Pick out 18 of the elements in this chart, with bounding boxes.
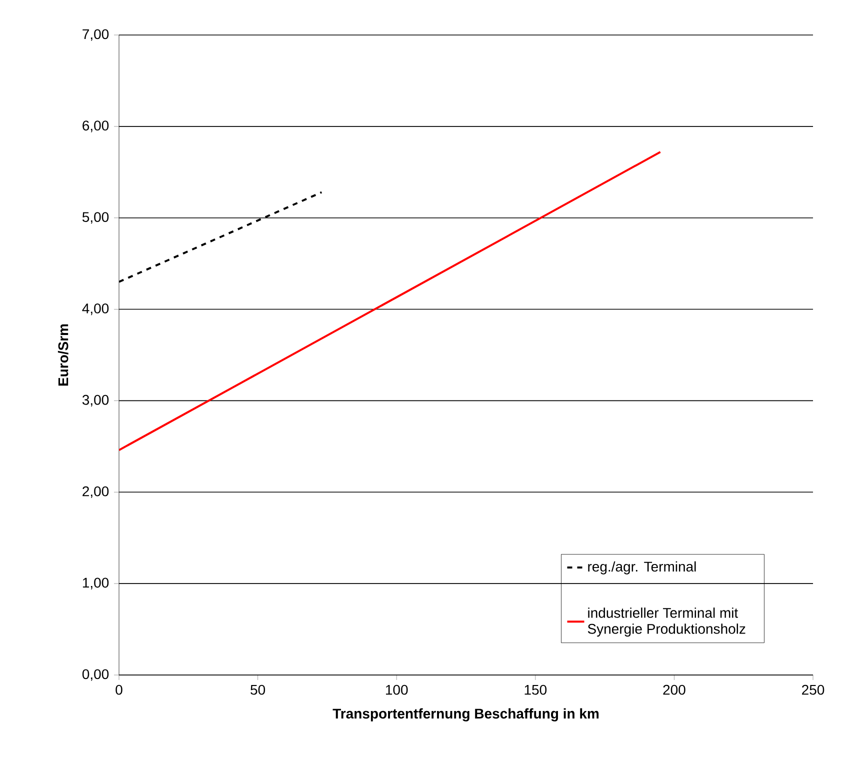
y-tick-label: 7,00 [82, 29, 109, 41]
x-tick-label: 50 [250, 684, 266, 695]
y-tick-label: 2,00 [82, 486, 109, 498]
y-tick-label: 1,00 [82, 578, 109, 590]
y-axis-title: Euro/Srm [58, 324, 68, 386]
x-tick-label: 100 [386, 684, 408, 695]
legend-label: reg./agr. Terminal [588, 561, 696, 574]
y-tick-label: 0,00 [82, 669, 109, 681]
y-tick-label: 3,00 [82, 394, 109, 406]
y-tick-label: 6,00 [82, 120, 109, 132]
legend-label: industrieller Terminal mit Synergie Produktionsholz [588, 608, 746, 637]
x-tick-label: 250 [802, 684, 824, 695]
x-tick-label: 150 [524, 684, 547, 695]
x-axis-title: Transportentfernung Beschaffung in km [332, 708, 599, 722]
y-tick-label: 4,00 [82, 303, 109, 316]
x-tick-label: 200 [663, 684, 686, 695]
y-tick-label: 5,00 [82, 212, 109, 224]
x-tick-label: 0 [116, 684, 122, 695]
